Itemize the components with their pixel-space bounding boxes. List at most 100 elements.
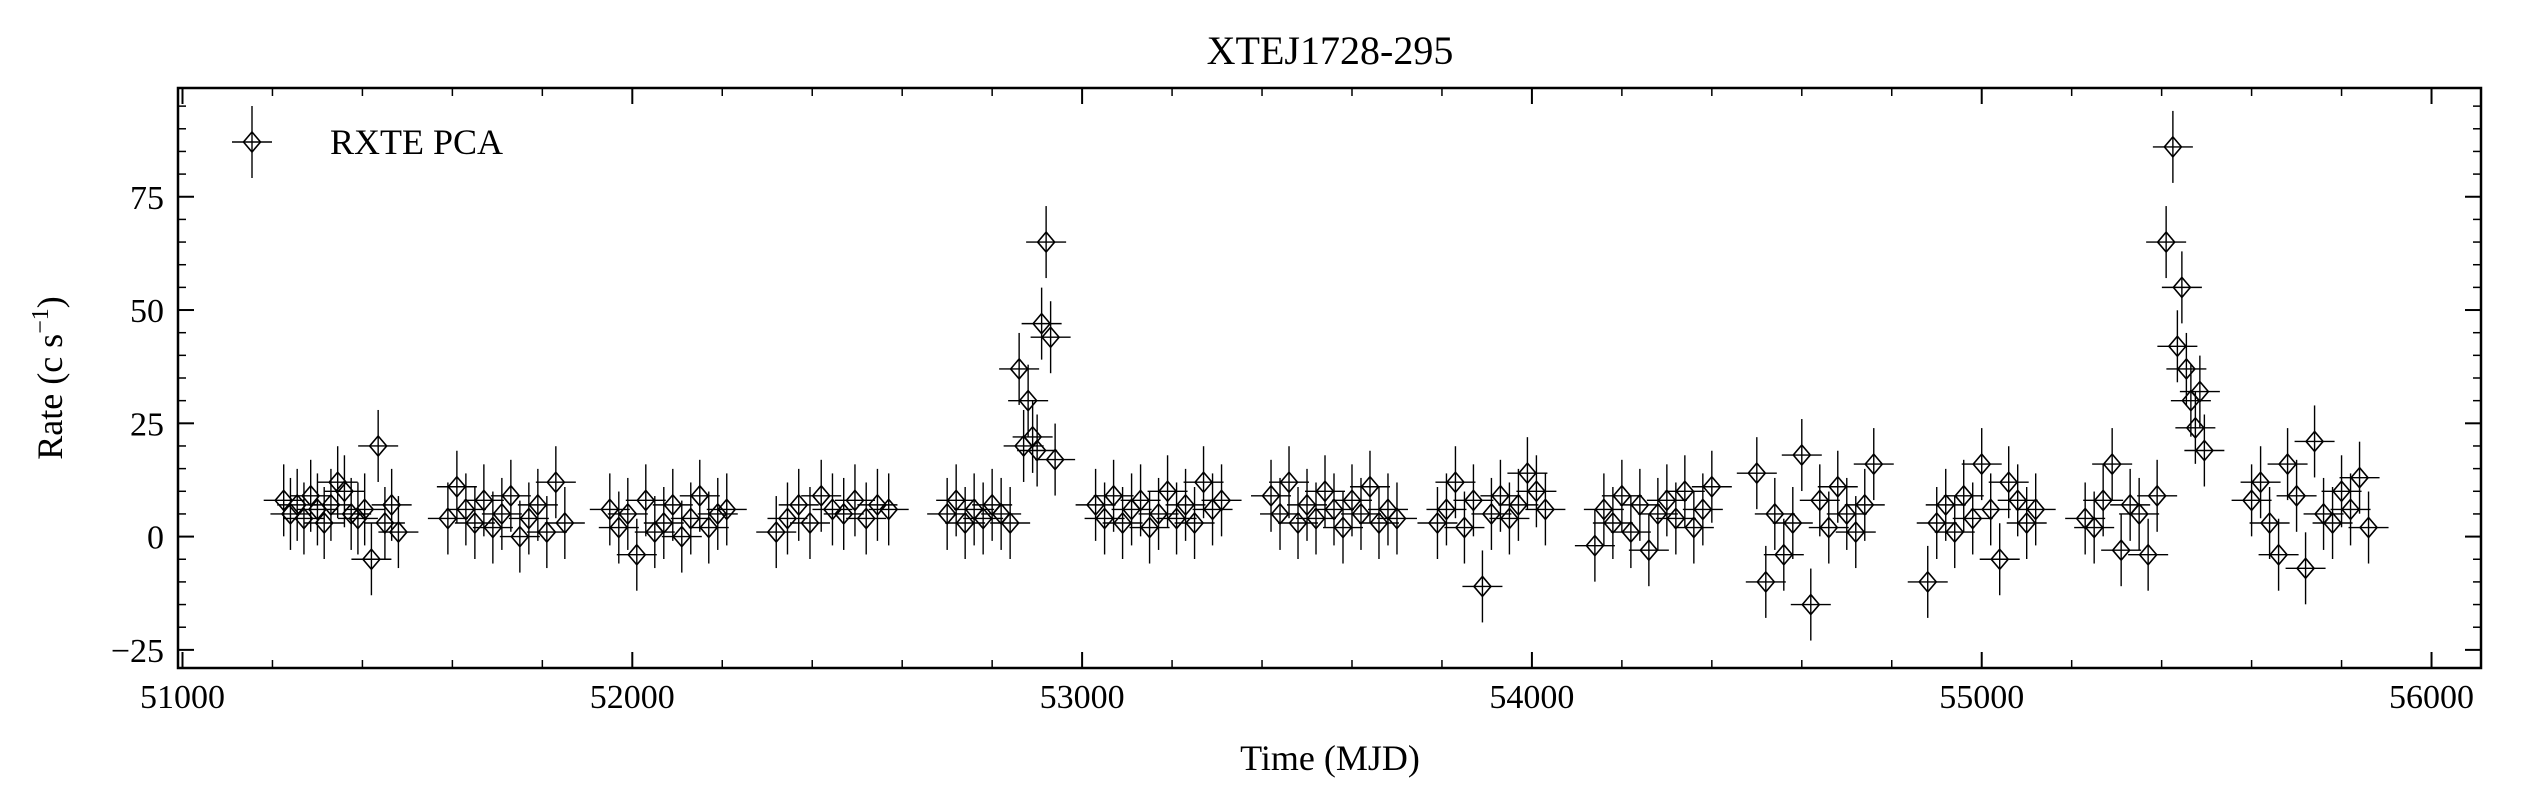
data-point — [1997, 464, 2038, 537]
x-tick-label: 53000 — [1040, 679, 1125, 716]
diamond-marker — [1864, 452, 1884, 476]
data-point — [1120, 464, 1161, 537]
diamond-marker — [1792, 443, 1812, 467]
diamond-marker — [1783, 511, 1803, 535]
data-point — [1498, 468, 1539, 541]
diamond-marker — [1288, 511, 1308, 535]
diamond-marker — [1517, 461, 1537, 485]
data-point — [1165, 468, 1206, 541]
data-point — [1174, 487, 1215, 559]
data-point — [1745, 545, 1786, 618]
data-point — [1340, 477, 1381, 550]
data-point — [625, 464, 666, 537]
plot-frame — [176, 86, 2483, 670]
data-point — [1817, 450, 1858, 523]
data-point — [1682, 473, 1723, 546]
diamond-marker — [845, 489, 865, 512]
diamond-marker — [879, 498, 899, 521]
diamond-marker — [2138, 543, 2158, 566]
data-point — [472, 491, 513, 564]
data-point — [2312, 487, 2353, 559]
data-point — [1619, 468, 1660, 541]
diamond-marker — [1747, 461, 1767, 485]
diamond-marker — [1427, 511, 1448, 535]
diamond-marker — [2167, 335, 2187, 358]
y-tick-label: 0 — [147, 520, 164, 557]
diamond-marker — [1000, 511, 1020, 535]
diamond-marker — [937, 502, 957, 526]
diamond-marker — [1158, 480, 1178, 503]
data-point — [1192, 473, 1233, 546]
data-point — [1367, 473, 1408, 546]
data-point — [801, 459, 842, 532]
diamond-marker — [1499, 507, 1519, 530]
data-point — [1583, 473, 1624, 546]
diamond-marker — [2305, 430, 2325, 453]
diamond-marker — [789, 493, 809, 517]
data-point — [2092, 428, 2133, 501]
data-point — [661, 500, 702, 573]
diamond-marker — [2156, 230, 2176, 254]
data-point — [2348, 491, 2389, 564]
diamond-marker — [1149, 502, 1169, 526]
diamond-marker — [1693, 498, 1713, 521]
diamond-marker — [2323, 511, 2343, 535]
diamond-marker — [1765, 502, 1785, 526]
diamond-marker — [1828, 475, 1848, 498]
data-point — [1480, 459, 1521, 532]
data-point — [1349, 450, 1390, 523]
data-point — [2258, 518, 2299, 591]
data-point — [1754, 477, 1795, 550]
diamond-marker — [1333, 516, 1353, 539]
data-point — [2184, 414, 2225, 487]
diamond-marker — [1801, 593, 1821, 616]
data-point — [490, 459, 531, 532]
y-axis-label-text: Rate (c s — [30, 334, 70, 460]
diamond-marker — [1315, 480, 1335, 503]
diamond-marker — [375, 511, 395, 535]
diamond-marker — [1454, 516, 1474, 539]
data-point — [1790, 568, 1831, 641]
diamond-marker — [2332, 480, 2352, 503]
data-point — [643, 487, 684, 559]
diamond-marker — [955, 511, 975, 535]
data-point — [1269, 446, 1310, 519]
data-point — [2074, 491, 2115, 564]
data-point — [1610, 496, 1651, 569]
data-point — [1988, 446, 2029, 519]
diamond-marker — [2278, 452, 2298, 476]
data-point — [1444, 491, 1485, 564]
diamond-marker — [1936, 493, 1956, 517]
data-point — [2303, 477, 2344, 550]
diamond-marker — [2242, 489, 2262, 512]
data-point — [2175, 391, 2216, 464]
diamond-marker — [1648, 502, 1668, 526]
data-point — [1021, 287, 1062, 360]
diamond-marker — [618, 502, 638, 526]
data-point — [2321, 455, 2362, 528]
diamond-marker — [294, 507, 314, 530]
diamond-marker — [388, 520, 408, 544]
data-point — [526, 496, 567, 569]
diamond-marker — [1378, 498, 1398, 521]
data-point — [2152, 110, 2193, 183]
data-point — [535, 446, 576, 519]
diamond-marker — [2269, 543, 2289, 566]
data-point — [1093, 459, 1134, 532]
diamond-marker — [1702, 475, 1722, 498]
diamond-marker — [2084, 516, 2104, 539]
diamond-marker — [2172, 276, 2192, 299]
diamond-marker — [600, 498, 620, 521]
data-point — [427, 482, 468, 555]
data-point — [337, 482, 378, 555]
diamond-marker — [334, 480, 354, 503]
diamond-marker — [1140, 516, 1160, 539]
diamond-marker — [2314, 502, 2334, 526]
data-point — [1417, 487, 1458, 559]
diamond-marker — [1981, 498, 2001, 521]
legend-symbol — [232, 106, 272, 178]
data-point — [1183, 446, 1224, 519]
data-point — [1979, 523, 2020, 596]
x-tick-label: 55000 — [1939, 679, 2024, 716]
diamond-marker — [1535, 498, 1555, 521]
